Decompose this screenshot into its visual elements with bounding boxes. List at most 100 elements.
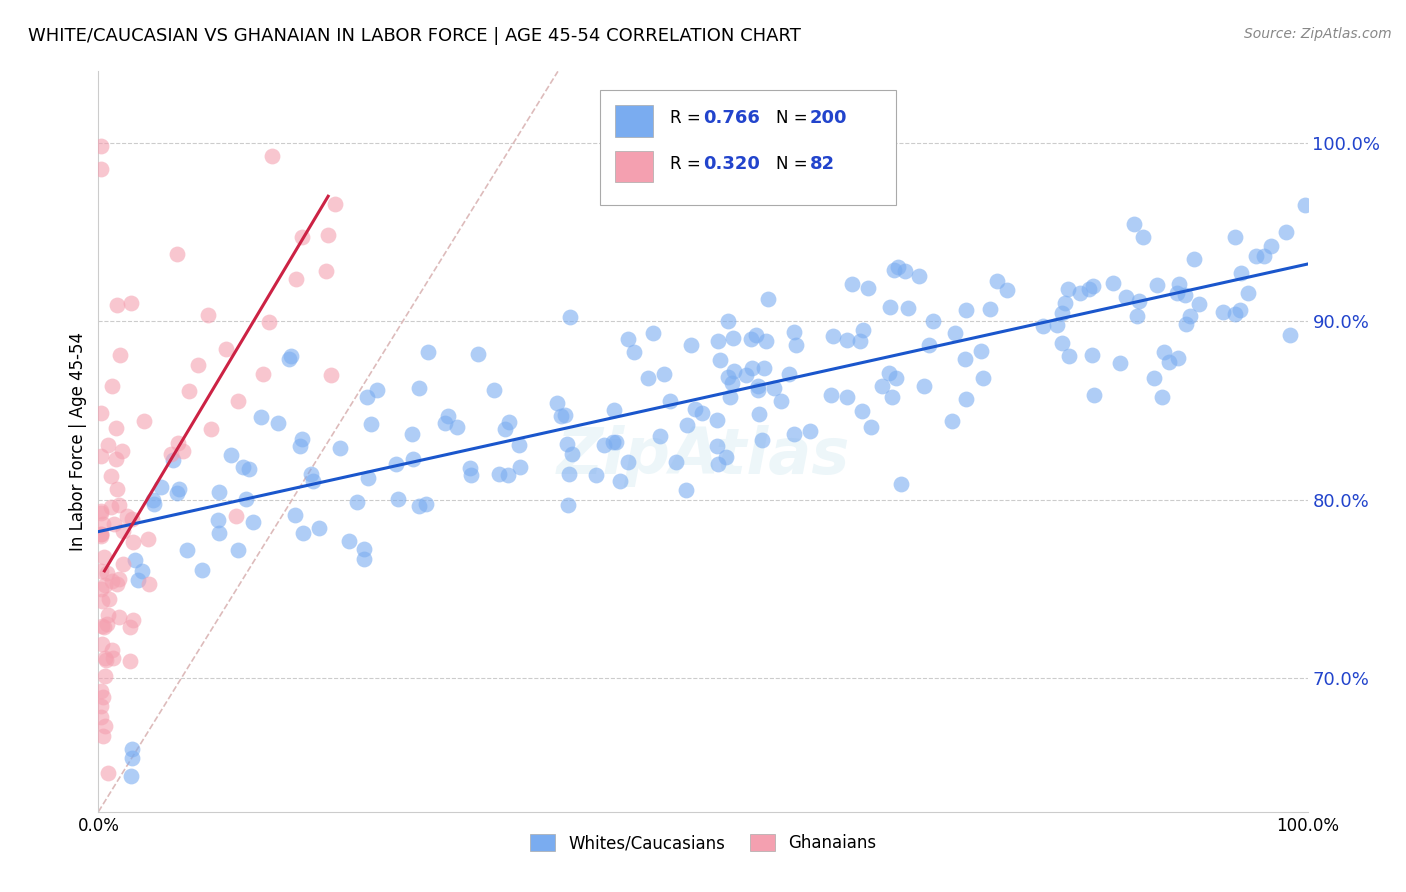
Point (820, 388, 842, 402)
Point (160, 447, 183, 461)
Point (1045, 318, 1067, 332)
Point (717, 314, 740, 328)
Point (408, 381, 430, 395)
Point (176, 542, 198, 557)
Point (458, 461, 481, 475)
Point (1182, 252, 1205, 266)
Point (90, 619, 112, 633)
Text: 200: 200 (810, 109, 846, 127)
Point (90, 710, 112, 724)
Point (166, 486, 188, 500)
Point (841, 277, 863, 292)
Point (132, 414, 155, 428)
Point (299, 467, 322, 482)
Point (1050, 306, 1073, 320)
Point (329, 441, 352, 455)
Point (226, 393, 249, 408)
Point (142, 498, 165, 512)
Point (482, 383, 505, 397)
Point (882, 263, 904, 277)
Point (754, 334, 776, 348)
Point (561, 447, 583, 461)
Point (366, 384, 388, 398)
Point (94, 650, 117, 665)
Point (508, 438, 530, 452)
Point (90, 406, 112, 420)
Point (1167, 277, 1189, 292)
Point (408, 500, 430, 514)
Point (94, 577, 117, 591)
Point (897, 301, 920, 315)
Point (859, 420, 882, 434)
Point (215, 342, 238, 356)
Point (1237, 285, 1260, 300)
Point (557, 467, 579, 482)
Point (172, 444, 194, 458)
Point (207, 513, 229, 527)
Point (943, 326, 966, 340)
Point (105, 483, 128, 497)
Point (835, 333, 858, 347)
Point (208, 526, 231, 541)
Point (100, 643, 122, 657)
Point (90, 506, 112, 520)
Point (90, 162, 112, 177)
Point (122, 614, 145, 628)
Point (1260, 238, 1282, 252)
Point (319, 368, 342, 382)
Point (751, 433, 773, 447)
Point (1275, 225, 1298, 239)
Point (284, 508, 307, 523)
Point (852, 323, 875, 337)
Point (97, 438, 120, 452)
Point (167, 436, 190, 450)
Point (706, 438, 728, 452)
Point (96, 766, 118, 780)
Point (101, 574, 124, 588)
Point (90, 139, 112, 153)
Point (720, 376, 742, 390)
Point (617, 332, 640, 346)
Text: R =: R = (671, 109, 706, 127)
Point (741, 360, 763, 375)
Point (127, 573, 149, 587)
Point (744, 328, 766, 343)
Point (138, 577, 160, 591)
Point (550, 409, 572, 424)
Text: N =: N = (776, 109, 813, 127)
Point (823, 329, 845, 343)
FancyBboxPatch shape (600, 90, 897, 204)
Point (1223, 307, 1246, 321)
Point (252, 367, 274, 381)
Point (111, 443, 134, 458)
Point (617, 455, 640, 469)
Point (884, 371, 907, 385)
Point (546, 396, 568, 410)
Point (1153, 345, 1175, 359)
Point (291, 432, 314, 446)
Point (346, 494, 368, 508)
Point (509, 459, 531, 474)
Point (107, 572, 129, 586)
Point (1229, 303, 1251, 318)
Point (763, 381, 786, 395)
Point (880, 390, 903, 404)
Point (602, 434, 624, 449)
Point (496, 467, 519, 482)
Point (90, 504, 112, 518)
Point (856, 281, 879, 295)
Text: 0.766: 0.766 (703, 109, 759, 127)
Point (1188, 297, 1211, 311)
Point (1230, 266, 1253, 280)
Point (238, 462, 260, 476)
Point (1053, 296, 1076, 310)
Point (778, 368, 800, 382)
Point (1294, 198, 1316, 212)
Point (683, 401, 706, 416)
Point (922, 314, 945, 328)
Text: R =: R = (671, 155, 706, 173)
Point (637, 371, 659, 385)
Point (105, 298, 128, 312)
Point (191, 563, 214, 577)
Point (979, 302, 1001, 317)
